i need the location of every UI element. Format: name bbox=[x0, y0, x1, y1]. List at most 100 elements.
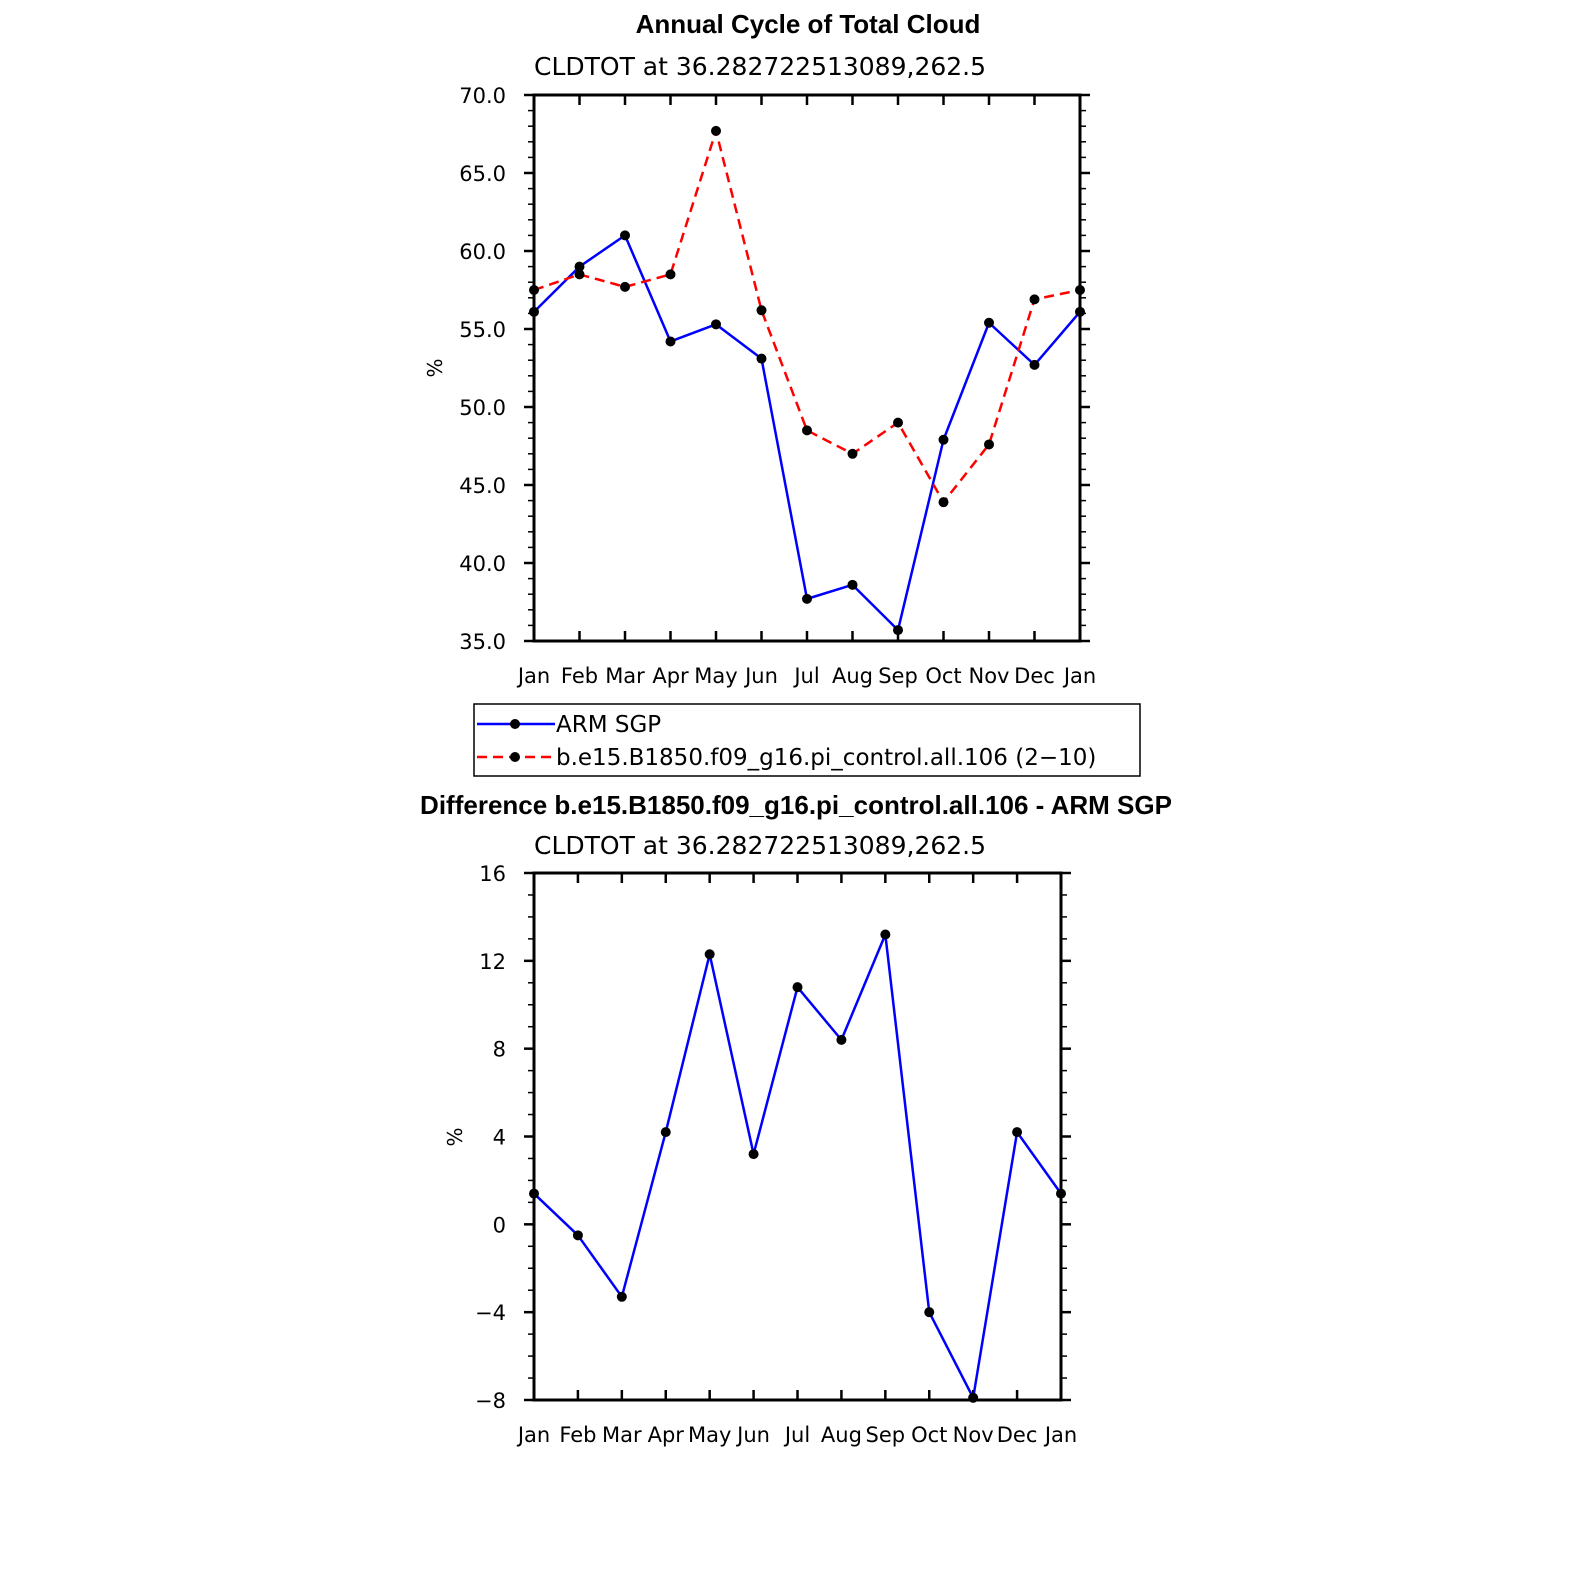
x-tick-label: Apr bbox=[652, 664, 689, 688]
chart2-axes: Jan Feb Mar Apr May Jun Jul Aug Sep Oct Nov Dec Jan−… bbox=[475, 862, 1077, 1447]
chart2-series-group bbox=[529, 929, 1066, 1403]
chart1-frame bbox=[532, 93, 1082, 643]
series-0-point bbox=[880, 929, 891, 940]
series-0-point bbox=[529, 306, 539, 317]
y-tick-label: 60.0 bbox=[459, 240, 506, 264]
series-1-point bbox=[938, 497, 949, 508]
x-tick-label: Sep bbox=[866, 1423, 906, 1447]
legend-marker-arm-sgp bbox=[510, 719, 520, 729]
chart2-subtitle: CLDTOT at 36.282722513089,262.5 bbox=[534, 831, 986, 860]
chart1-y-axis-label: % bbox=[423, 358, 447, 377]
y-tick-label: 65.0 bbox=[459, 162, 506, 186]
legend-marker-model bbox=[510, 752, 520, 762]
y-tick-label: 8 bbox=[493, 1038, 506, 1062]
series-1-point bbox=[620, 281, 630, 292]
x-tick-label: Jun bbox=[743, 664, 778, 688]
x-tick-label: Jan bbox=[1062, 664, 1096, 688]
y-tick-label: 35.0 bbox=[459, 630, 506, 654]
series-0-point bbox=[984, 317, 994, 328]
series-1-point bbox=[1029, 294, 1040, 305]
y-tick-label: 40.0 bbox=[459, 552, 506, 576]
series-1-point bbox=[984, 439, 994, 450]
series-0-point bbox=[704, 949, 715, 960]
x-tick-label: Sep bbox=[878, 664, 918, 688]
series-0-point bbox=[1012, 1127, 1023, 1138]
series-1-point bbox=[847, 448, 858, 459]
y-tick-label: 0 bbox=[493, 1213, 506, 1237]
legend-label-arm-sgp: ARM SGP bbox=[556, 712, 661, 738]
series-0-point bbox=[792, 982, 803, 993]
series-0-point bbox=[574, 261, 585, 272]
series-0-point bbox=[529, 1188, 539, 1199]
series-0-point bbox=[756, 353, 767, 364]
chart1-axes: Jan Feb Mar Apr May Jun Jul Aug Sep Oct Nov Dec Jan 3… bbox=[459, 84, 1096, 688]
chart2-y-axis-label: % bbox=[443, 1127, 467, 1146]
series-0-point bbox=[1056, 1188, 1066, 1199]
x-tick-label: Jan bbox=[1043, 1423, 1077, 1447]
chart2-title: Difference b.e15.B1850.f09_g16.pi_contro… bbox=[420, 790, 1172, 820]
series-1-point bbox=[802, 425, 812, 436]
x-tick-label: Dec bbox=[997, 1423, 1038, 1447]
series-0-point bbox=[938, 434, 949, 445]
series-0-point bbox=[665, 336, 676, 347]
series-0-point bbox=[616, 1291, 627, 1302]
series-1-point bbox=[665, 269, 676, 280]
series-1-point bbox=[529, 285, 539, 295]
x-tick-label: Feb bbox=[561, 664, 598, 688]
series-0-point bbox=[748, 1149, 759, 1160]
x-tick-label: Nov bbox=[969, 664, 1010, 688]
x-tick-label: Jan bbox=[516, 664, 550, 688]
chart1-subtitle: CLDTOT at 36.282722513089,262.5 bbox=[534, 52, 986, 81]
x-tick-label: Oct bbox=[911, 1423, 947, 1447]
series-1-point bbox=[574, 269, 585, 280]
x-tick-label: Dec bbox=[1014, 664, 1055, 688]
chart1-series-group bbox=[529, 125, 1085, 636]
x-tick-label: Feb bbox=[559, 1423, 596, 1447]
x-tick-label: Oct bbox=[925, 664, 961, 688]
series-0-point bbox=[1029, 359, 1040, 370]
x-tick-label: Aug bbox=[832, 664, 873, 688]
series-0-point bbox=[968, 1392, 979, 1403]
series-0-point bbox=[711, 319, 721, 330]
x-tick-label: Mar bbox=[605, 664, 645, 688]
y-tick-label: 70.0 bbox=[459, 84, 506, 108]
series-1-point bbox=[1075, 285, 1085, 295]
series-1-point bbox=[711, 125, 721, 136]
series-0-point bbox=[893, 625, 903, 636]
series-line-1 bbox=[533, 129, 1081, 504]
y-tick-label: −8 bbox=[475, 1389, 506, 1413]
x-tick-label: May bbox=[694, 664, 737, 688]
series-0-point bbox=[1075, 306, 1085, 317]
series-0-point bbox=[620, 230, 630, 241]
series-line-0 bbox=[533, 933, 1063, 1400]
y-tick-label: 55.0 bbox=[459, 318, 506, 342]
series-0-point bbox=[802, 593, 812, 604]
series-0-point bbox=[660, 1127, 671, 1138]
chart2-frame bbox=[532, 871, 1063, 1402]
y-tick-label: 45.0 bbox=[459, 474, 506, 498]
x-tick-label: Mar bbox=[602, 1423, 642, 1447]
y-tick-label: 4 bbox=[493, 1126, 506, 1150]
chart1-legend: ARM SGP b.e15.B1850.f09_g16.pi_control.a… bbox=[473, 703, 1141, 777]
series-0-point bbox=[572, 1230, 583, 1241]
series-0-point bbox=[836, 1034, 847, 1045]
y-tick-label: 12 bbox=[479, 950, 506, 974]
x-tick-label: Jul bbox=[792, 664, 819, 688]
x-tick-label: Jul bbox=[783, 1423, 810, 1447]
x-tick-label: Jan bbox=[516, 1423, 550, 1447]
chart1-title: Annual Cycle of Total Cloud bbox=[636, 9, 981, 39]
legend-label-model: b.e15.B1850.f09_g16.pi_control.all.106 (… bbox=[556, 745, 1096, 771]
x-tick-label: May bbox=[688, 1423, 731, 1447]
series-1-point bbox=[756, 305, 767, 316]
y-tick-label: 50.0 bbox=[459, 396, 506, 420]
y-tick-label: −4 bbox=[475, 1301, 506, 1325]
x-tick-label: Jun bbox=[735, 1423, 770, 1447]
series-0-point bbox=[924, 1307, 935, 1318]
series-1-point bbox=[893, 417, 903, 428]
y-tick-label: 16 bbox=[479, 862, 506, 886]
series-0-point bbox=[847, 579, 858, 590]
x-tick-label: Apr bbox=[648, 1423, 685, 1447]
legend-box bbox=[473, 703, 1141, 777]
x-tick-label: Aug bbox=[821, 1423, 862, 1447]
